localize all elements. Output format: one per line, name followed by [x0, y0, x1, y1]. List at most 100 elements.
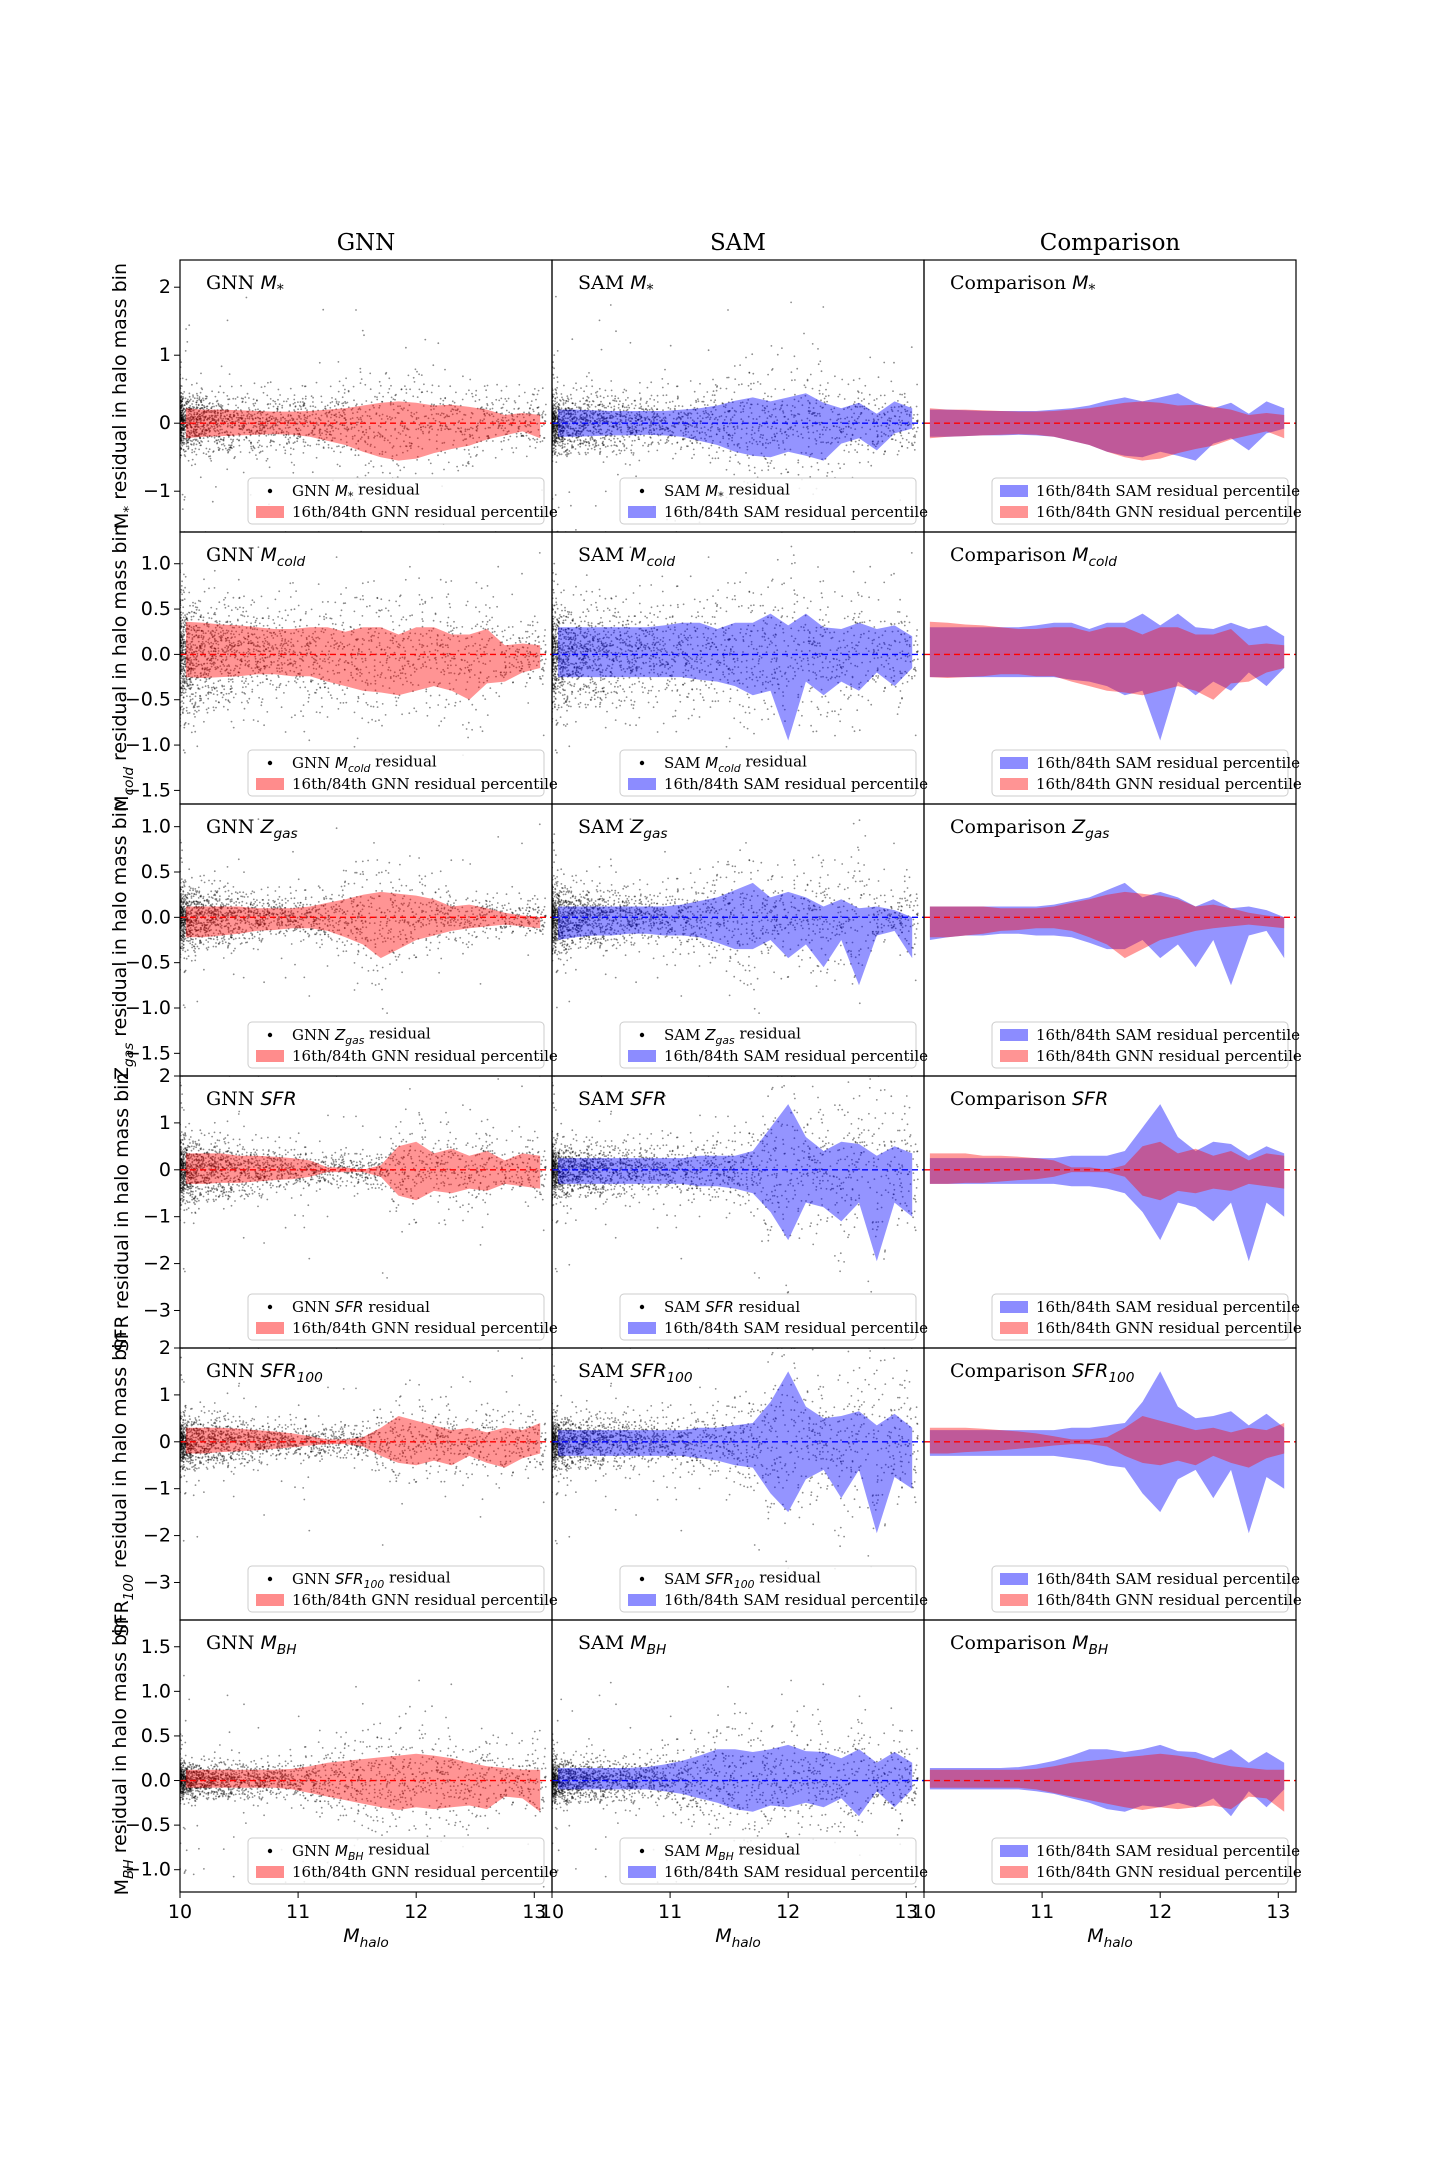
residual-point	[468, 433, 471, 436]
residual-point	[710, 444, 713, 447]
residual-point	[231, 426, 234, 428]
residual-point	[195, 431, 198, 434]
residual-point	[210, 415, 213, 418]
residual-point	[527, 624, 529, 626]
residual-point	[201, 430, 204, 433]
residual-point	[538, 414, 541, 417]
residual-point	[265, 459, 268, 462]
residual-point	[343, 445, 346, 448]
legend-label-band: 16th/84th SAM residual percentile	[664, 503, 928, 521]
residual-point	[208, 431, 211, 433]
residual-point	[646, 400, 648, 403]
residual-point	[224, 447, 227, 450]
residual-point	[330, 427, 333, 430]
residual-point	[588, 442, 591, 444]
residual-point	[697, 400, 700, 403]
residual-point	[521, 413, 524, 416]
residual-point	[260, 429, 263, 432]
column-titles: GNN SAM Comparison	[337, 230, 1181, 256]
residual-point	[200, 425, 203, 428]
residual-point	[421, 391, 424, 393]
residual-point	[196, 412, 199, 415]
residual-point	[182, 449, 185, 451]
residual-point	[182, 420, 185, 423]
residual-point	[532, 408, 534, 411]
residual-point	[594, 443, 597, 445]
residual-point	[541, 416, 544, 419]
residual-point	[192, 444, 195, 446]
residual-point	[781, 347, 783, 349]
residual-point	[465, 465, 468, 467]
residual-point	[181, 416, 183, 419]
residual-point	[567, 398, 570, 401]
residual-point	[249, 434, 252, 437]
residual-point	[729, 456, 732, 459]
residual-point	[296, 433, 299, 435]
residual-point	[185, 706, 188, 709]
residual-point	[293, 433, 296, 436]
residual-point	[180, 418, 183, 421]
residual-point	[187, 459, 190, 462]
residual-point	[485, 396, 488, 398]
residual-point	[226, 468, 229, 471]
residual-point	[480, 440, 482, 443]
residual-point	[492, 596, 495, 598]
residual-point	[236, 438, 239, 441]
residual-point	[350, 626, 352, 629]
residual-point	[203, 419, 206, 422]
residual-point	[444, 368, 446, 371]
residual-point	[821, 393, 824, 395]
residual-point	[200, 419, 203, 421]
residual-point	[440, 429, 443, 432]
residual-point	[335, 415, 338, 418]
residual-point	[263, 433, 266, 436]
residual-point	[302, 401, 304, 403]
residual-point	[257, 446, 260, 449]
residual-point	[412, 395, 415, 398]
residual-point	[665, 394, 668, 396]
residual-point	[344, 413, 346, 416]
residual-point	[188, 406, 190, 409]
residual-point	[701, 446, 704, 449]
residual-point	[430, 403, 433, 406]
residual-point	[289, 419, 291, 422]
residual-point	[563, 446, 566, 448]
residual-point	[457, 427, 459, 429]
residual-point	[289, 387, 292, 390]
residual-point	[196, 397, 199, 400]
residual-point	[193, 418, 196, 421]
residual-point	[467, 460, 470, 463]
residual-point	[196, 413, 199, 416]
residual-point	[199, 391, 202, 394]
residual-point	[357, 440, 360, 443]
residual-point	[899, 393, 901, 396]
residual-point	[290, 414, 292, 417]
residual-point	[181, 409, 183, 412]
residual-point	[237, 418, 240, 421]
residual-point	[574, 448, 577, 450]
residual-point	[246, 417, 249, 420]
residual-point	[198, 426, 200, 428]
residual-point	[182, 432, 185, 435]
residual-point	[244, 418, 247, 420]
residual-point	[575, 382, 577, 385]
residual-point	[211, 419, 214, 421]
residual-point	[512, 419, 515, 422]
residual-point	[436, 434, 438, 436]
residual-point	[203, 424, 205, 427]
residual-point	[306, 421, 308, 424]
residual-point	[907, 432, 910, 434]
residual-point	[518, 395, 521, 397]
residual-point	[183, 421, 186, 423]
residual-point	[182, 419, 185, 422]
residual-point	[617, 407, 620, 409]
residual-point	[752, 372, 755, 375]
residual-point	[302, 438, 305, 441]
residual-point	[186, 430, 189, 433]
residual-point	[322, 308, 325, 311]
residual-point	[783, 388, 785, 391]
residual-point	[430, 408, 432, 411]
residual-point	[183, 427, 185, 430]
residual-point	[201, 404, 204, 406]
residual-point	[629, 341, 632, 344]
